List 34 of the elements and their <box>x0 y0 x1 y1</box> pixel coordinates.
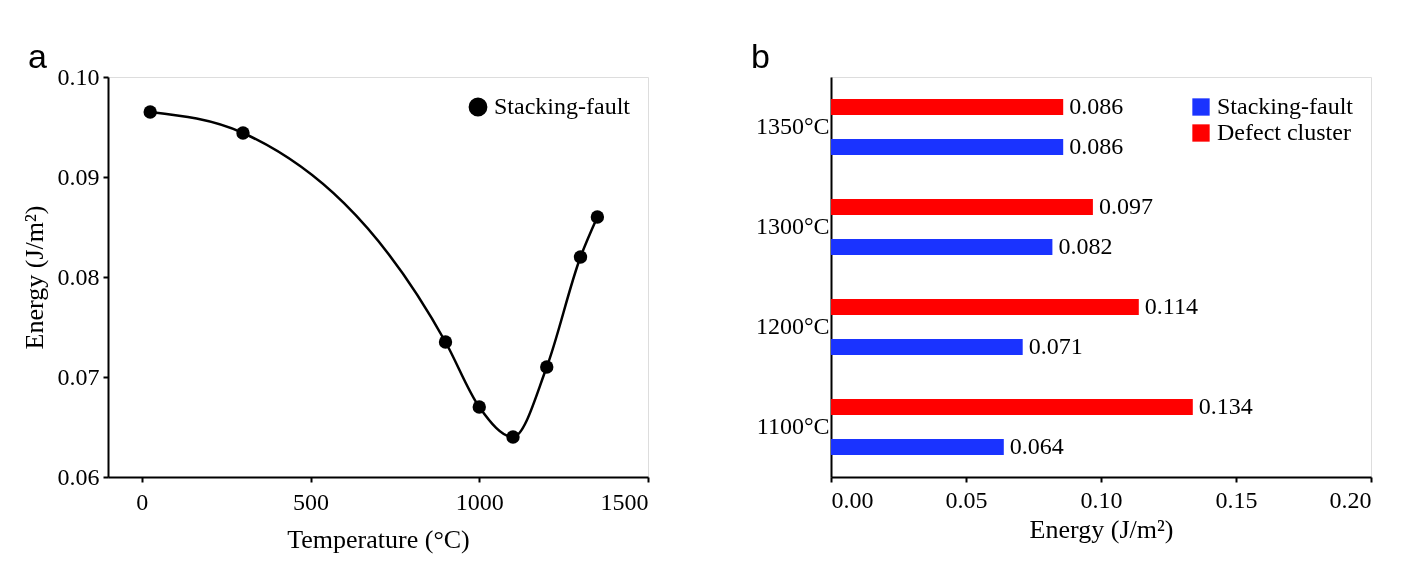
y-tick-label: 1350°C <box>755 113 830 139</box>
data-label: 0.071 <box>1028 333 1083 359</box>
data-label: 0.086 <box>1069 93 1124 119</box>
y-tick-label: 1200°C <box>755 313 830 339</box>
x-tick-label: 500 <box>293 488 329 515</box>
x-axis-title: Energy (J/m²) <box>1029 514 1174 544</box>
data-label: 0.134 <box>1198 393 1253 419</box>
data-label: 0.114 <box>1144 293 1198 319</box>
y-tick-label: 1300°C <box>755 213 830 239</box>
y-axis-title: Energy (J/m²) <box>19 205 49 350</box>
x-tick-label: 0.20 <box>1329 486 1372 513</box>
data-label: 0.086 <box>1069 133 1124 159</box>
y-tick-label: 0.06 <box>57 463 100 490</box>
x-axis-title: Temperature (°C) <box>287 524 470 554</box>
y-tick-label: 0.09 <box>57 163 100 190</box>
y-tick-label: 0.07 <box>57 363 100 390</box>
text: b <box>751 37 770 75</box>
x-tick-label: 0.15 <box>1215 486 1258 513</box>
x-tick-label: 0.00 <box>831 486 874 513</box>
x-tick-label: 1500 <box>600 488 649 515</box>
legend-label: Defect cluster <box>1217 119 1351 145</box>
data-label: 0.097 <box>1098 193 1153 219</box>
x-tick-label: 0.05 <box>945 486 988 513</box>
data-label: 0.064 <box>1009 433 1064 459</box>
text: a <box>28 37 47 75</box>
y-tick-label: 0.10 <box>57 63 100 90</box>
y-tick-label: 1100°C <box>756 413 830 439</box>
x-tick-label: 0.10 <box>1080 486 1123 513</box>
x-tick-label: 0 <box>136 488 149 515</box>
y-tick-label: 0.08 <box>57 263 100 290</box>
x-tick-label: 1000 <box>455 488 504 515</box>
data-label: 0.082 <box>1058 233 1113 259</box>
legend-label: Stacking-fault <box>494 93 631 119</box>
legend-label: Stacking-fault <box>1217 93 1354 119</box>
